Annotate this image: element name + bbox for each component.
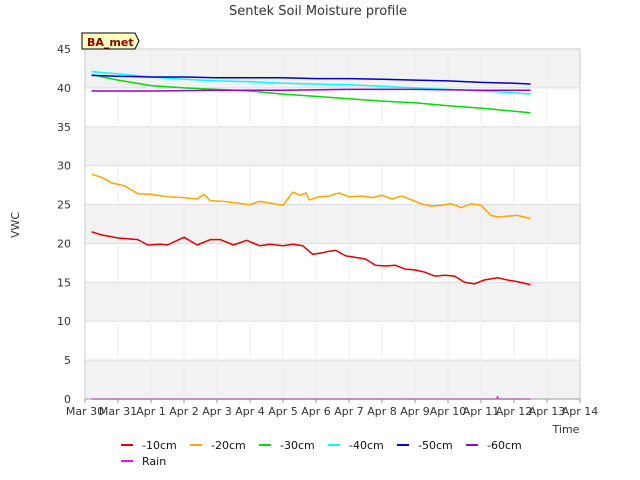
legend-label: -20cm <box>211 439 246 452</box>
x-tick-label: Apr 6 <box>301 405 331 418</box>
x-tick-label: Apr 4 <box>235 405 265 418</box>
y-tick-label: 30 <box>57 160 71 173</box>
badge: BA_met <box>81 32 140 50</box>
x-tick-label: Apr 12 <box>496 405 533 418</box>
legend-item--50cm: -50cm <box>397 439 453 452</box>
x-tick-label: Apr 14 <box>562 405 599 418</box>
legend-item--40cm: -40cm <box>328 439 384 452</box>
legend-label: Rain <box>142 455 166 468</box>
chart-title: Sentek Soil Moisture profile <box>229 4 407 19</box>
grid-band <box>85 204 580 244</box>
x-tick-label: Apr 3 <box>202 405 232 418</box>
x-tick-label: Apr 13 <box>529 405 566 418</box>
x-tick-label: Apr 1 <box>136 405 166 418</box>
x-tick-label: Apr 10 <box>430 405 467 418</box>
y-tick-label: 40 <box>57 82 71 95</box>
grid-band <box>85 126 580 166</box>
y-tick-label: 0 <box>64 393 71 406</box>
legend-label: -60cm <box>487 439 522 452</box>
x-tick-label: Apr 8 <box>367 405 397 418</box>
grid-band <box>85 49 580 88</box>
legend-label: -50cm <box>418 439 453 452</box>
x-tick-label: Apr 5 <box>268 405 298 418</box>
badge-label: BA_met <box>87 36 134 49</box>
axes <box>84 48 581 400</box>
series-layer <box>91 70 531 400</box>
legend-item-Rain: Rain <box>121 455 166 468</box>
series-line--50cm <box>91 74 531 85</box>
y-axis-label: VWC <box>9 212 22 238</box>
y-tick-label: 45 <box>57 43 71 56</box>
y-tick-label: 25 <box>57 199 71 212</box>
x-tick-label: Apr 9 <box>400 405 430 418</box>
series-line--60cm <box>91 88 531 92</box>
grid-band <box>85 282 580 322</box>
x-tick-label: Mar 31 <box>99 405 137 418</box>
plot-background <box>85 49 580 399</box>
series-line--20cm <box>91 173 531 220</box>
x-tick-label: Apr 11 <box>463 405 500 418</box>
x-axis-label: Time <box>552 423 580 436</box>
legend-item--30cm: -30cm <box>259 439 315 452</box>
x-tick-label: Apr 7 <box>334 405 364 418</box>
legend-label: -30cm <box>280 439 315 452</box>
y-tick-label: 20 <box>57 237 71 250</box>
legend-item--10cm: -10cm <box>121 439 177 452</box>
legend-item--60cm: -60cm <box>466 439 522 452</box>
y-tick-label: 5 <box>64 354 71 367</box>
legend-item--20cm: -20cm <box>190 439 246 452</box>
x-tick-label: Apr 2 <box>169 405 199 418</box>
y-tick-labels: 0 5 10 15 20 25 30 35 40 45 <box>57 43 71 406</box>
legend: -10cm -20cm -30cm -40cm -50cm -60cm Rain <box>121 439 522 468</box>
y-tick-label: 10 <box>57 315 71 328</box>
y-tick-label: 15 <box>57 276 71 289</box>
legend-label: -40cm <box>349 439 384 452</box>
legend-label: -10cm <box>142 439 177 452</box>
series-line--10cm <box>91 231 531 286</box>
y-tick-label: 35 <box>57 121 71 134</box>
series-line--30cm <box>91 73 531 114</box>
x-tick-label: Mar 30 <box>66 405 104 418</box>
badge-shape <box>81 32 140 50</box>
grid-band <box>85 360 580 399</box>
